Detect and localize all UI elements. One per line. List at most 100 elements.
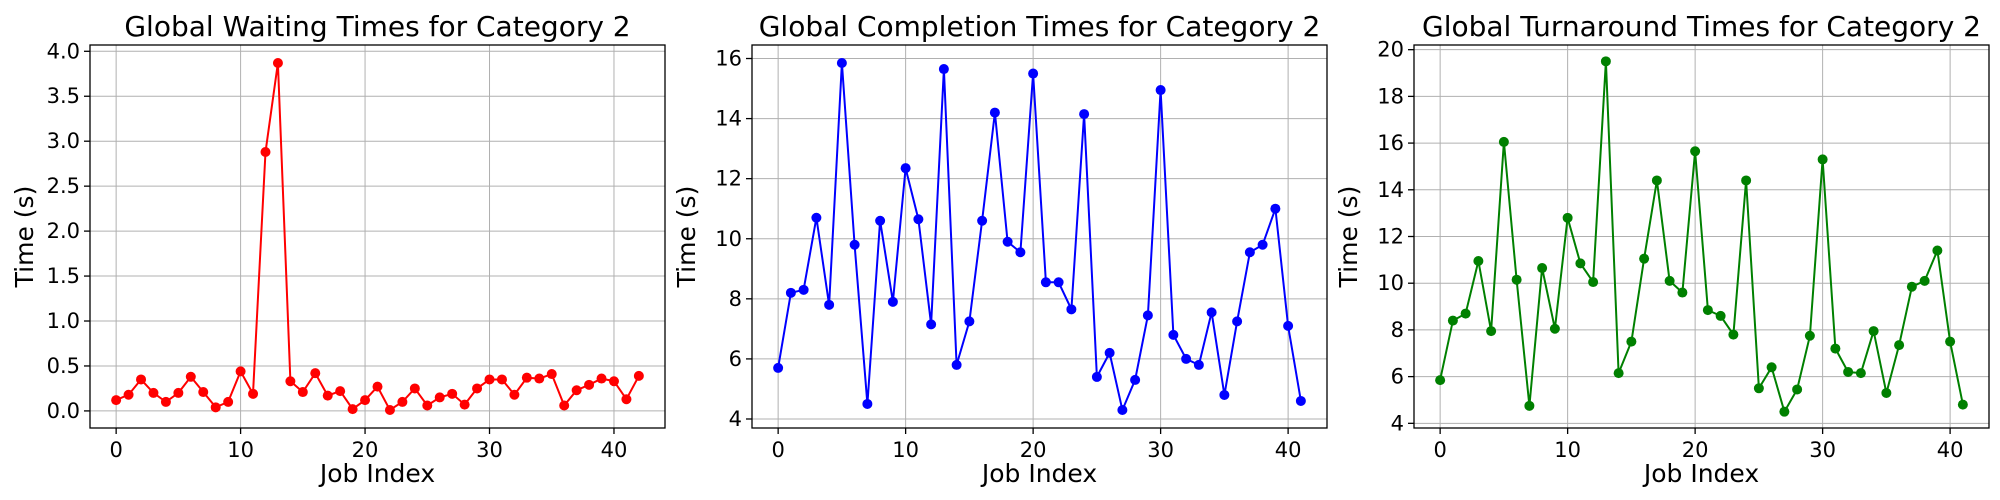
data-point (1473, 256, 1484, 267)
data-point (335, 386, 346, 397)
data-point (1549, 323, 1560, 334)
data-point (496, 374, 507, 385)
x-tick-label: 0 (771, 438, 784, 462)
data-point (1843, 366, 1854, 377)
data-point (1435, 375, 1446, 386)
data-point (409, 383, 420, 394)
data-point (1715, 310, 1726, 321)
data-point (1117, 404, 1128, 415)
data-point (1091, 371, 1102, 382)
data-point (1779, 406, 1790, 417)
data-point (1104, 347, 1115, 358)
data-point (989, 107, 1000, 118)
data-point (836, 58, 847, 69)
data-point (185, 371, 196, 382)
data-point (1702, 305, 1713, 316)
data-point (875, 215, 886, 226)
y-tick-label: 16 (1377, 131, 1404, 155)
data-point (1447, 315, 1458, 326)
chart-title: Global Waiting Times for Category 2 (124, 10, 630, 43)
y-tick-label: 6 (1391, 365, 1404, 389)
axes-frame (89, 44, 666, 429)
data-point (1066, 304, 1077, 315)
data-point (849, 239, 860, 250)
data-point (297, 387, 308, 398)
data-point (1600, 56, 1611, 67)
data-point (1155, 85, 1166, 96)
data-point (310, 368, 321, 379)
data-point (824, 299, 835, 310)
data-point (773, 362, 784, 373)
data-point (434, 392, 445, 403)
data-point (798, 284, 809, 295)
data-point (785, 287, 796, 298)
x-tick-label: 40 (1937, 438, 1964, 462)
chart-title: Global Completion Times for Category 2 (759, 10, 1321, 43)
series-line (777, 62, 1302, 414)
data-point (472, 383, 483, 394)
data-point (1753, 383, 1764, 394)
data-point (347, 404, 358, 415)
data-point (123, 389, 134, 400)
data-point (584, 379, 595, 390)
data-point (1690, 146, 1701, 157)
data-point (260, 146, 271, 157)
data-point (1792, 384, 1803, 395)
y-tick-label: 2.5 (47, 174, 80, 198)
data-point (1193, 359, 1204, 370)
data-point (160, 396, 171, 407)
y-tick-label: 0.5 (47, 354, 80, 378)
data-point (887, 296, 898, 307)
data-point (534, 373, 545, 384)
data-point (913, 214, 924, 225)
data-point (811, 212, 822, 223)
data-point (1053, 277, 1064, 288)
data-point (1766, 362, 1777, 373)
y-tick-label: 12 (715, 167, 742, 191)
x-tick-label: 30 (1809, 438, 1836, 462)
data-point (285, 376, 296, 387)
data-point (173, 387, 184, 398)
data-point (1028, 68, 1039, 79)
data-point (1881, 387, 1892, 398)
y-axis-label: Time (s) (672, 186, 701, 289)
data-point (1168, 329, 1179, 340)
x-axis-label: Job Index (1642, 459, 1759, 488)
data-point (397, 396, 408, 407)
data-point (1002, 236, 1013, 247)
y-tick-label: 1.0 (47, 309, 80, 333)
x-tick-label: 0 (1433, 438, 1446, 462)
data-point (1511, 274, 1522, 285)
data-point (111, 395, 122, 406)
data-point (1244, 247, 1255, 258)
x-tick-label: 10 (1554, 438, 1581, 462)
x-tick-label: 40 (1275, 438, 1302, 462)
data-point (360, 395, 371, 406)
data-point (1498, 136, 1509, 147)
data-point (1957, 399, 1968, 410)
data-point (964, 316, 975, 327)
data-point (951, 359, 962, 370)
y-axis-label: Time (s) (10, 186, 39, 289)
data-point (621, 394, 632, 405)
data-point (1486, 326, 1497, 337)
data-point (210, 402, 221, 413)
data-point (1232, 316, 1243, 327)
data-point (559, 400, 570, 411)
data-point (1015, 247, 1026, 258)
data-point (1855, 368, 1866, 379)
x-tick-label: 10 (892, 438, 919, 462)
data-point (1651, 175, 1662, 186)
data-point (223, 396, 234, 407)
y-tick-label: 4.0 (47, 39, 80, 63)
data-point (1079, 109, 1090, 120)
y-tick-label: 3.0 (47, 129, 80, 153)
data-point (148, 387, 159, 398)
data-point (1894, 340, 1905, 351)
data-point (422, 400, 433, 411)
data-point (1206, 307, 1217, 318)
data-point (198, 387, 209, 398)
data-point (1804, 330, 1815, 341)
x-tick-label: 40 (601, 438, 628, 462)
